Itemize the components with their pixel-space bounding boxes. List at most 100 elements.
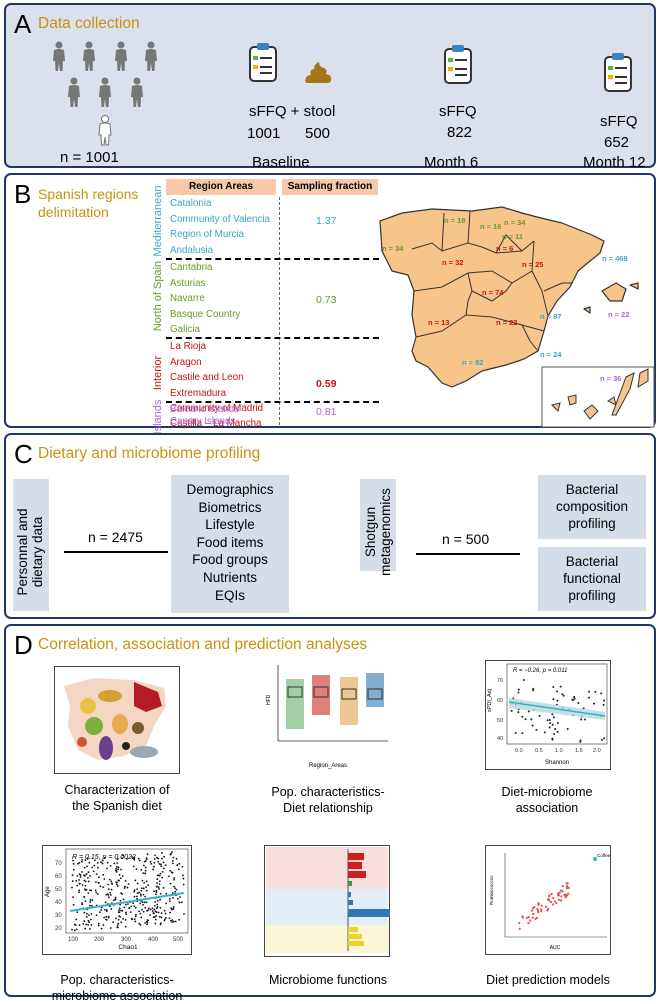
scatter-point [84, 884, 87, 887]
region-row: Basque Country [170, 308, 241, 320]
panel-b-title: Spanish regions delimitation [38, 185, 138, 221]
metagenomics-box [360, 479, 396, 571]
scatter-point [119, 899, 122, 902]
scatter-point [119, 877, 122, 880]
scatter-point [87, 923, 90, 926]
scatter-point [171, 908, 173, 911]
scatter4-ytick: 30 [55, 913, 62, 919]
scatter-point [110, 882, 113, 885]
feature-item: Nutrients [202, 569, 258, 585]
scatter-point [116, 924, 119, 927]
scatter-point [529, 919, 532, 922]
map-label: n = 24 [540, 350, 562, 359]
fraction-mediterranean: 1.37 [316, 215, 337, 227]
scatter-point [171, 851, 173, 853]
scatter3-xlabel: Shannon [545, 760, 569, 766]
scatter-point [90, 912, 93, 915]
region-row: Castile and Leon [170, 372, 244, 383]
scatter-point [147, 884, 150, 887]
scatter-point [121, 857, 123, 860]
scatter-point [551, 903, 555, 906]
scatter-point [172, 907, 175, 910]
scatter-point [85, 873, 88, 876]
function-bars [348, 853, 390, 946]
feature-item: Food groups [192, 552, 268, 568]
scatter-point [518, 921, 521, 925]
scatter-point [140, 916, 143, 919]
scatter-point [144, 872, 147, 875]
n-metagenomics: n = 500 [442, 531, 490, 547]
metagenomics-label-line2: metagenomics [378, 488, 393, 576]
scatter3-xtick: 2.0 [593, 748, 601, 754]
scatter-point [142, 872, 145, 875]
caption-1: Characterization of the Spanish diet [28, 782, 206, 814]
scatter-point [552, 685, 555, 688]
region-row: Balearic Islands [170, 404, 240, 415]
scatter-point [134, 906, 137, 909]
scatter-point [115, 867, 117, 870]
scatter-point [156, 885, 158, 888]
scatter-point [546, 719, 549, 722]
caption-1-line: Characterization of [64, 783, 170, 797]
scatter-point [561, 693, 564, 696]
scatter-point [72, 859, 74, 862]
scatter-point [118, 879, 120, 882]
scatter3-xtick: 0.0 [515, 748, 523, 754]
connector-line [64, 551, 168, 553]
scatter-point [537, 902, 540, 905]
map-label: n = 22 [496, 318, 517, 327]
connector-line [416, 553, 520, 555]
scatter-point [159, 872, 162, 875]
boxplot-thumbnail: HFD Region_Areas [264, 661, 390, 771]
scatter-point [156, 856, 158, 859]
panel-a: A Data collection n = 1001 sFFQ + stool … [4, 3, 656, 171]
baseline-time: Baseline [252, 154, 310, 171]
scatter-point [131, 918, 134, 921]
scatter-point [105, 893, 108, 896]
scatter-point [182, 877, 185, 880]
scatter-point [73, 923, 76, 926]
scatter-point [164, 912, 167, 915]
scatter-point [120, 909, 122, 912]
scatter-point [139, 912, 142, 915]
scatter-point [163, 909, 166, 912]
scatter-point [531, 724, 534, 727]
scatter-point [140, 868, 143, 871]
scatter-point [87, 919, 90, 922]
scatter-point [162, 867, 165, 870]
scatter-point [535, 728, 538, 731]
scatter-point [128, 907, 130, 910]
scatter-point [556, 730, 559, 733]
scatter-point [556, 699, 559, 702]
scatter-point [165, 916, 167, 919]
scatter-point [538, 714, 541, 717]
scatter-point [115, 870, 118, 873]
scatter-point [141, 908, 143, 911]
scatter-point [531, 916, 534, 919]
scatter-point [160, 922, 162, 925]
scatter-point [173, 885, 176, 888]
scatter-point [95, 881, 97, 883]
scatter4-xtick: 200 [94, 937, 105, 943]
panel-d-title: Correlation, association and prediction … [38, 636, 368, 653]
scatter-point [81, 860, 83, 863]
scatter-point [116, 858, 119, 861]
scatter-point [133, 895, 136, 898]
personal-data-box [13, 479, 49, 611]
scatter-point [153, 908, 156, 911]
features-box [171, 475, 289, 613]
scatter-point [175, 857, 178, 860]
scatter-point [532, 689, 535, 692]
scatter-point [121, 909, 124, 912]
scatter-point [118, 873, 121, 876]
scatter-point [149, 908, 152, 911]
scatter-point [116, 862, 119, 864]
scatter-point [143, 901, 146, 904]
composition-line: profiling [568, 516, 616, 531]
scatter-point [98, 911, 101, 914]
scatter-point [161, 876, 163, 879]
scatter-point [124, 903, 127, 906]
scatter-point [521, 732, 524, 735]
scatter-point [144, 906, 147, 909]
features-list: Demographics Biometrics Lifestyle Food i… [171, 481, 289, 604]
